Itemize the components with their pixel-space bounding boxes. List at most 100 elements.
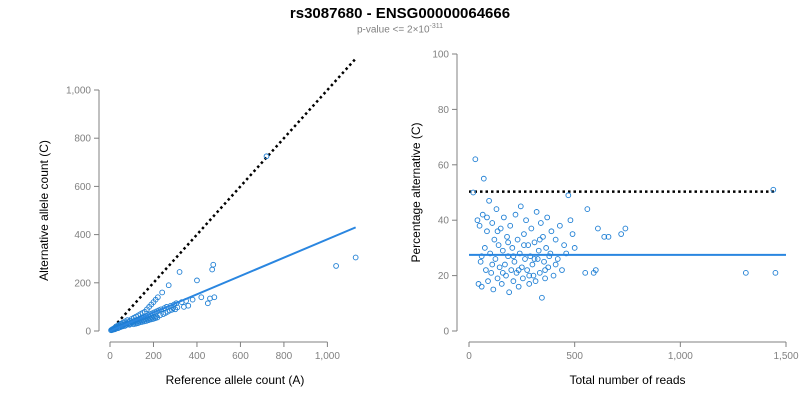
left-chart-x-tick-label: 1,000 — [315, 351, 340, 362]
left-chart-data-point — [165, 282, 172, 289]
left-chart-x-axis: 0 200 400 600 800 1,000 — [107, 341, 340, 362]
right-chart-data-point — [486, 197, 492, 204]
left-chart-data-point — [263, 153, 270, 160]
right-chart-data-point — [510, 253, 517, 260]
right-chart-data-point — [547, 250, 554, 257]
right-chart-data-point — [559, 267, 565, 273]
right-chart-data-point — [481, 245, 488, 251]
right-chart-data-point — [526, 281, 533, 287]
right-chart-data-point — [554, 256, 561, 262]
right-chart-data-point — [475, 281, 482, 287]
right-chart-data-point — [539, 294, 545, 301]
right-chart-data-point — [483, 267, 489, 273]
right-chart-y-tick-label: 20 — [438, 271, 450, 282]
right-chart-data-point — [478, 253, 485, 260]
right-chart-data-point — [516, 250, 523, 257]
right-chart-data-point — [507, 222, 514, 229]
right-chart-data-point — [517, 203, 524, 210]
right-chart-data-point — [505, 253, 511, 260]
right-chart-data-point — [550, 272, 557, 279]
right-chart-data-point — [563, 250, 570, 257]
left-chart-y-tick-label: 1,000 — [66, 86, 91, 97]
left-chart-data-point — [153, 313, 159, 320]
p-value-label: p-value <= 2×10 — [356, 24, 430, 36]
right-chart-data-point — [515, 283, 522, 290]
allele-count-scatter-chart: 0 200 400 600 800 1,000 Reference allele count… — [37, 57, 359, 387]
right-chart-data-point — [485, 278, 491, 284]
right-chart-data-point — [518, 264, 525, 271]
right-chart-data-point — [592, 267, 599, 273]
left-chart-data-point — [154, 294, 161, 301]
right-chart-data-point — [605, 233, 612, 240]
right-chart-data-point — [567, 217, 574, 224]
left-chart-y-tick-label: 0 — [85, 327, 91, 338]
right-chart-data-point — [476, 222, 483, 229]
right-chart-y-tick-label: 60 — [438, 160, 450, 171]
right-chart-data-point — [569, 231, 576, 237]
right-chart-data-point — [548, 228, 555, 235]
right-chart-data-point — [511, 258, 518, 265]
right-chart-data-point — [529, 261, 536, 268]
left-chart-data-point — [174, 304, 181, 311]
right-chart-data-point — [487, 250, 493, 257]
right-chart-data-point — [522, 256, 528, 262]
left-chart-reference-line — [109, 57, 357, 332]
right-chart-data-point — [484, 214, 490, 221]
right-chart-data-point — [523, 217, 529, 224]
left-chart-data-point — [209, 266, 216, 273]
right-chart-x-axis: 0 500 1,000 1,500 — [466, 341, 799, 362]
right-chart-data-point — [536, 269, 543, 276]
right-chart-x-tick-label: 500 — [566, 351, 583, 362]
right-chart-data-point — [514, 236, 521, 243]
left-chart-x-axis-label: Reference allele count (A) — [166, 373, 305, 387]
right-chart-data-point — [498, 281, 505, 287]
right-chart-data-point — [503, 272, 509, 279]
right-chart-data-point — [571, 245, 578, 251]
right-chart-data-point — [545, 264, 552, 271]
right-chart-data-point — [595, 225, 601, 232]
left-chart-y-tick-label: 600 — [74, 182, 91, 193]
right-chart-data-point — [515, 267, 522, 273]
right-chart-data-point — [543, 245, 549, 251]
right-chart-data-point — [552, 261, 559, 268]
right-chart-data-point — [472, 156, 479, 163]
chart-title: rs3087680 - ENSG00000064666 — [289, 5, 511, 22]
left-chart-data-point — [204, 300, 211, 307]
right-chart-data-point — [530, 272, 537, 279]
right-chart-data-point — [546, 253, 553, 260]
right-chart-data-point — [525, 242, 532, 248]
right-chart-data-point — [534, 256, 541, 262]
right-chart-data-point — [622, 225, 629, 232]
right-chart-data-point — [533, 209, 540, 215]
right-chart-data-point — [521, 242, 527, 248]
right-chart-data-point — [492, 256, 499, 262]
left-chart-data-point — [352, 254, 359, 261]
left-chart-data-point — [194, 277, 200, 284]
right-chart-x-tick-label: 1,500 — [773, 351, 798, 362]
right-chart-data-point — [504, 233, 510, 240]
right-chart-data-point — [489, 261, 496, 268]
left-chart-y-tick-label: 800 — [74, 134, 91, 145]
left-chart-x-tick-label: 0 — [107, 351, 113, 362]
right-chart-data-point — [582, 269, 589, 276]
right-chart-data-point — [474, 217, 481, 224]
right-chart-data-point — [509, 245, 516, 251]
right-chart-data-point — [499, 247, 506, 254]
right-chart-y-axis: 0 20 40 60 80 100 — [432, 50, 458, 338]
right-chart-data-point — [470, 189, 477, 196]
right-chart-data-point — [506, 289, 513, 296]
right-chart-data-point — [505, 239, 511, 246]
right-chart-data-point — [552, 236, 559, 243]
right-chart-data-point — [742, 269, 749, 276]
right-chart-data-point — [544, 214, 551, 221]
right-chart-data-point — [477, 258, 484, 265]
right-chart-data-point — [538, 220, 544, 226]
right-chart-y-tick-label: 40 — [438, 216, 450, 227]
left-chart-data-point — [211, 294, 218, 301]
p-value-exponent: -311 — [429, 23, 444, 30]
right-chart-data-point — [508, 267, 515, 273]
right-chart-data-point — [540, 233, 546, 240]
left-chart-data-point — [210, 261, 217, 268]
right-chart-data-point — [770, 186, 777, 193]
right-chart-data-point — [528, 225, 535, 232]
